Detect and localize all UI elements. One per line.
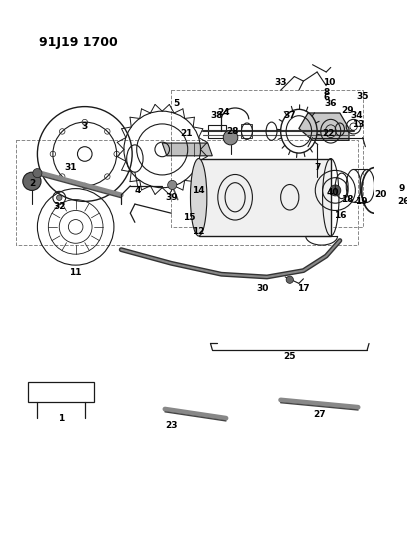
Text: 7: 7 — [314, 163, 320, 172]
Circle shape — [330, 185, 341, 196]
Circle shape — [33, 168, 42, 177]
Circle shape — [286, 276, 293, 284]
Text: 2: 2 — [29, 179, 35, 188]
Text: 40: 40 — [326, 188, 339, 197]
Text: 8: 8 — [323, 87, 329, 96]
Text: 28: 28 — [226, 127, 239, 136]
Text: 29: 29 — [341, 106, 353, 115]
Circle shape — [223, 130, 238, 145]
Text: 1: 1 — [58, 414, 64, 423]
Polygon shape — [199, 158, 331, 236]
Text: 14: 14 — [193, 186, 205, 195]
Text: 39: 39 — [165, 193, 177, 202]
Text: 9: 9 — [398, 184, 405, 193]
Text: 20: 20 — [374, 190, 386, 199]
Text: 16: 16 — [334, 212, 346, 221]
Text: 32: 32 — [53, 203, 66, 211]
Text: 3: 3 — [82, 122, 88, 131]
Text: 19: 19 — [355, 197, 368, 206]
Text: 11: 11 — [70, 268, 82, 277]
Text: 4: 4 — [134, 186, 141, 195]
Circle shape — [168, 180, 177, 190]
Circle shape — [23, 172, 41, 190]
Text: 31: 31 — [65, 163, 77, 172]
Polygon shape — [162, 143, 212, 156]
Circle shape — [57, 195, 62, 200]
Text: 27: 27 — [313, 410, 326, 419]
Text: 18: 18 — [341, 195, 353, 204]
Text: 37: 37 — [283, 111, 296, 120]
Text: 36: 36 — [324, 99, 337, 108]
Text: 15: 15 — [183, 213, 196, 222]
Text: 13: 13 — [352, 120, 364, 130]
Text: 17: 17 — [297, 284, 310, 293]
Text: 26: 26 — [397, 197, 407, 206]
Ellipse shape — [190, 158, 207, 236]
Text: 91J19 1700: 91J19 1700 — [39, 36, 118, 49]
Text: 33: 33 — [274, 78, 287, 87]
Text: 24: 24 — [217, 109, 230, 117]
Text: 23: 23 — [165, 421, 177, 430]
Text: 6: 6 — [324, 93, 330, 102]
Text: 21: 21 — [181, 130, 193, 139]
Text: 34: 34 — [350, 111, 363, 120]
Text: 12: 12 — [193, 227, 205, 236]
Text: 25: 25 — [284, 352, 296, 361]
Text: 5: 5 — [173, 99, 179, 108]
Text: 38: 38 — [211, 111, 223, 120]
Text: 35: 35 — [357, 92, 369, 101]
Text: 22: 22 — [323, 130, 335, 139]
Polygon shape — [299, 113, 349, 140]
Text: 10: 10 — [323, 78, 335, 87]
Text: 30: 30 — [256, 284, 269, 293]
